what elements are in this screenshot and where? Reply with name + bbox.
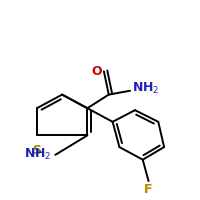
- Text: NH$_2$: NH$_2$: [24, 147, 51, 162]
- Text: NH$_2$: NH$_2$: [132, 81, 159, 96]
- Text: F: F: [144, 183, 153, 196]
- Text: S: S: [32, 144, 41, 157]
- Text: O: O: [91, 65, 102, 78]
